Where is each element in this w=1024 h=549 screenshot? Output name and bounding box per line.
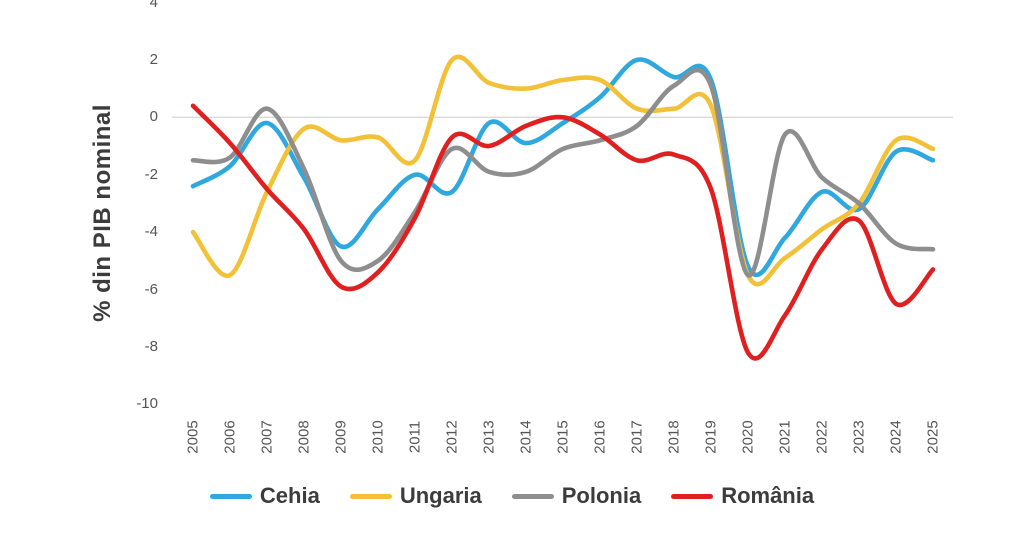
x-tick-label: 2007: [258, 420, 276, 454]
x-tick-label: 2025: [924, 420, 942, 454]
legend-swatch-ungaria: [349, 493, 392, 499]
legend-item-românia: România: [671, 483, 814, 509]
legend-item-cehia: Cehia: [209, 483, 320, 509]
y-tick-label: -10: [136, 395, 158, 413]
series-line-polonia: [190, 67, 936, 278]
x-tick-label: 2009: [332, 420, 350, 454]
legend-swatch-cehia: [209, 493, 252, 499]
y-tick-label: -4: [144, 223, 158, 241]
x-tick-label: 2016: [591, 420, 609, 454]
x-tick-label: 2020: [739, 420, 757, 454]
series-lines: [190, 54, 936, 361]
x-tick-label: 2024: [887, 420, 905, 454]
y-tick-label: -2: [144, 165, 158, 183]
x-tick-label: 2013: [480, 420, 498, 454]
legend-item-polonia: Polonia: [511, 483, 642, 509]
x-tick-label: 2006: [221, 420, 239, 454]
series-line-românia: [190, 103, 936, 361]
x-tick-label: 2021: [776, 420, 794, 454]
legend-label: Cehia: [259, 483, 320, 508]
series-line-ungaria: [190, 54, 936, 287]
x-tick-label: 2022: [813, 420, 831, 454]
legend-label: Polonia: [561, 483, 642, 508]
legend-item-ungaria: Ungaria: [349, 483, 482, 509]
legend: Cehia Ungaria Polonia România: [0, 476, 1024, 516]
y-tick-label: 4: [149, 0, 158, 11]
x-tick-label: 2018: [665, 420, 683, 454]
y-tick-label: 2: [149, 50, 158, 68]
legend-swatch-românia: [671, 493, 714, 499]
x-tick-label: 2011: [406, 420, 424, 454]
x-tick-label: 2012: [443, 420, 461, 454]
x-tick-label: 2015: [554, 420, 572, 454]
x-tick-label: 2023: [850, 420, 868, 454]
legend-label: România: [721, 483, 815, 508]
y-tick-label: -6: [144, 280, 158, 298]
x-tick-label: 2014: [517, 420, 535, 454]
x-tick-label: 2017: [628, 420, 646, 454]
x-tick-label: 2010: [369, 420, 387, 454]
x-tick-label: 2019: [702, 420, 720, 454]
x-tick-label: 2005: [184, 420, 202, 454]
legend-label: Ungaria: [399, 483, 482, 508]
y-tick-label: 0: [149, 108, 158, 126]
legend-swatch-polonia: [511, 493, 554, 499]
y-tick-label: -8: [144, 337, 158, 355]
x-tick-label: 2008: [295, 420, 313, 454]
